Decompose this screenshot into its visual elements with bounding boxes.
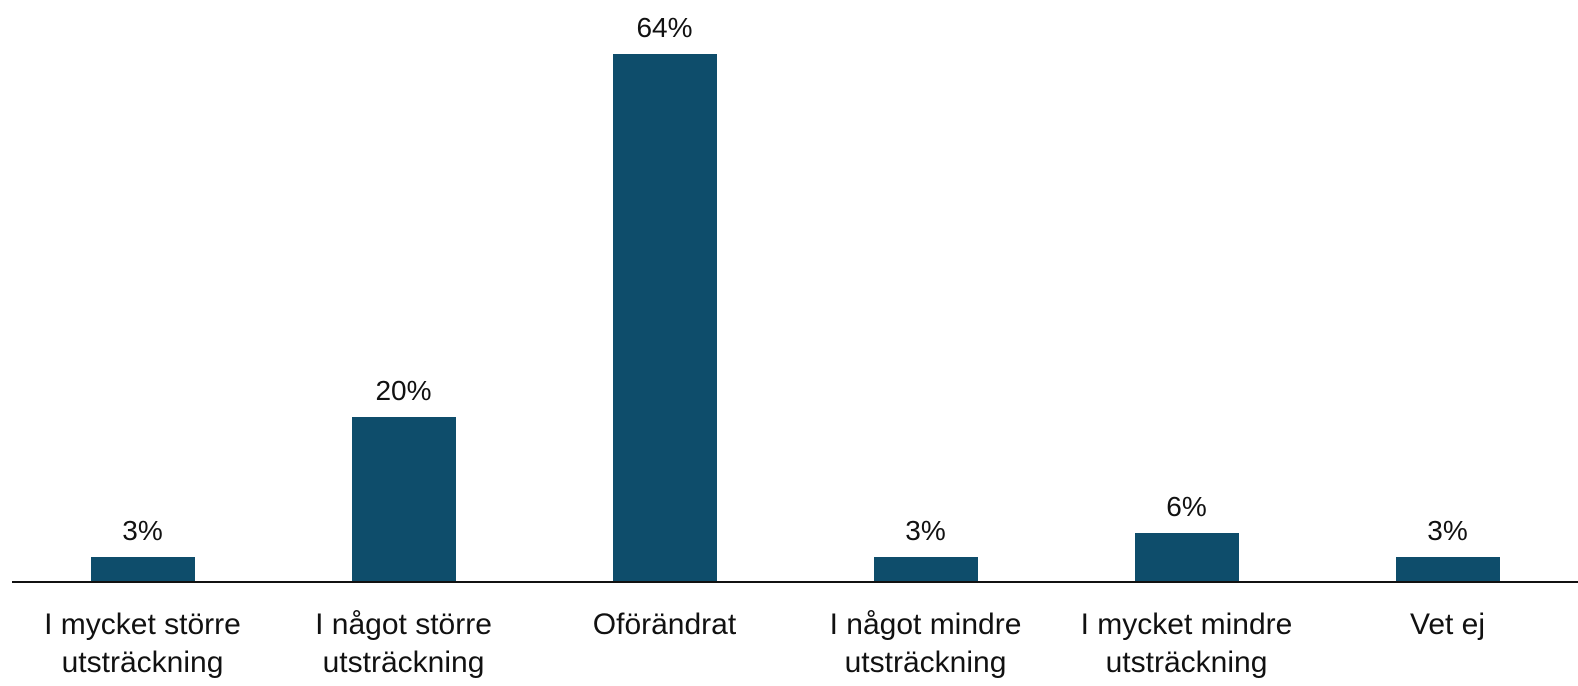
bar [612,54,717,582]
x-tick-label: Oförändrat [592,608,737,641]
x-tick-label: Vet ej [1409,608,1486,641]
value-label: 64% [636,12,693,43]
bar [1395,557,1500,582]
bar [351,417,456,582]
x-tick-label: I mycket större utsträckning [44,608,241,679]
x-tick-label: I något mindre utsträckning [829,608,1022,679]
bar [90,557,195,582]
value-label: 3% [1427,515,1468,547]
value-label: 3% [122,515,163,547]
x-tick-label: I mycket mindre utsträckning [1080,608,1293,679]
bar [1134,532,1239,582]
x-tick-label: I något större utsträckning [315,608,492,679]
value-label: 6% [1166,490,1207,522]
value-label: 3% [905,515,946,547]
value-label: 20% [375,375,432,406]
bar [873,557,978,582]
x-axis [12,581,1578,583]
